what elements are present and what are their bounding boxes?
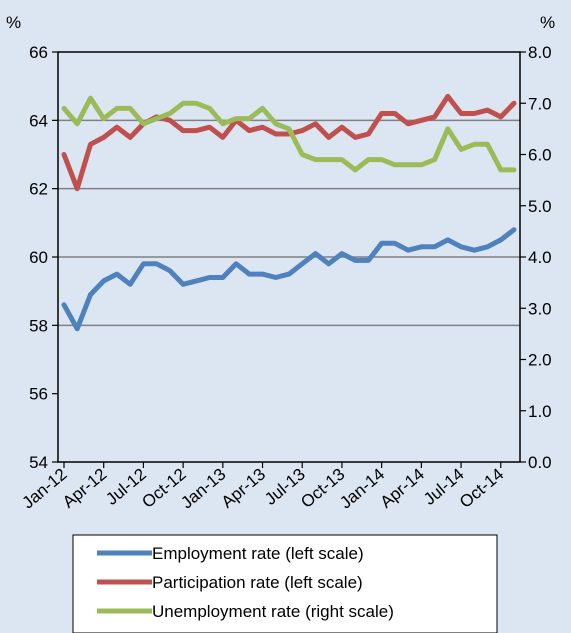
left-tick-label: 64 — [29, 111, 48, 130]
x-tick-label: Jan-14 — [336, 465, 388, 513]
right-tick-label: 3.0 — [528, 299, 552, 318]
right-tick-label: 8.0 — [528, 43, 552, 62]
left-axis-unit: % — [6, 13, 21, 32]
x-tick-label: Apr-12 — [59, 465, 110, 512]
left-tick-label: 66 — [29, 43, 48, 62]
legend-label: Participation rate (left scale) — [152, 573, 363, 592]
x-tick-label: Jan-13 — [177, 465, 229, 513]
series-lines — [61, 93, 517, 332]
right-tick-label: 4.0 — [528, 248, 552, 267]
right-tick-label: 1.0 — [528, 402, 552, 421]
legend-label: Unemployment rate (right scale) — [152, 602, 394, 621]
right-tick-label: 0.0 — [528, 453, 552, 472]
right-tick-label: 2.0 — [528, 351, 552, 370]
right-axis-unit: % — [540, 13, 555, 32]
right-tick-label: 7.0 — [528, 94, 552, 113]
gridlines — [58, 119, 520, 327]
legend: Employment rate (left scale) Participatio… — [72, 534, 498, 633]
x-tick-label: Apr-13 — [218, 465, 269, 512]
series-line-3 — [61, 95, 517, 173]
series-line-1 — [61, 227, 517, 332]
left-tick-label: 62 — [29, 180, 48, 199]
left-tick-label: 54 — [29, 453, 48, 472]
left-tick-label: 58 — [29, 316, 48, 335]
x-tick-label: Apr-14 — [377, 465, 428, 512]
left-tick-label: 56 — [29, 385, 48, 404]
right-tick-label: 6.0 — [528, 146, 552, 165]
x-tick-label: Oct-14 — [456, 465, 507, 512]
legend-label: Employment rate (left scale) — [152, 544, 364, 563]
right-tick-label: 5.0 — [528, 197, 552, 216]
left-tick-label: 60 — [29, 248, 48, 267]
